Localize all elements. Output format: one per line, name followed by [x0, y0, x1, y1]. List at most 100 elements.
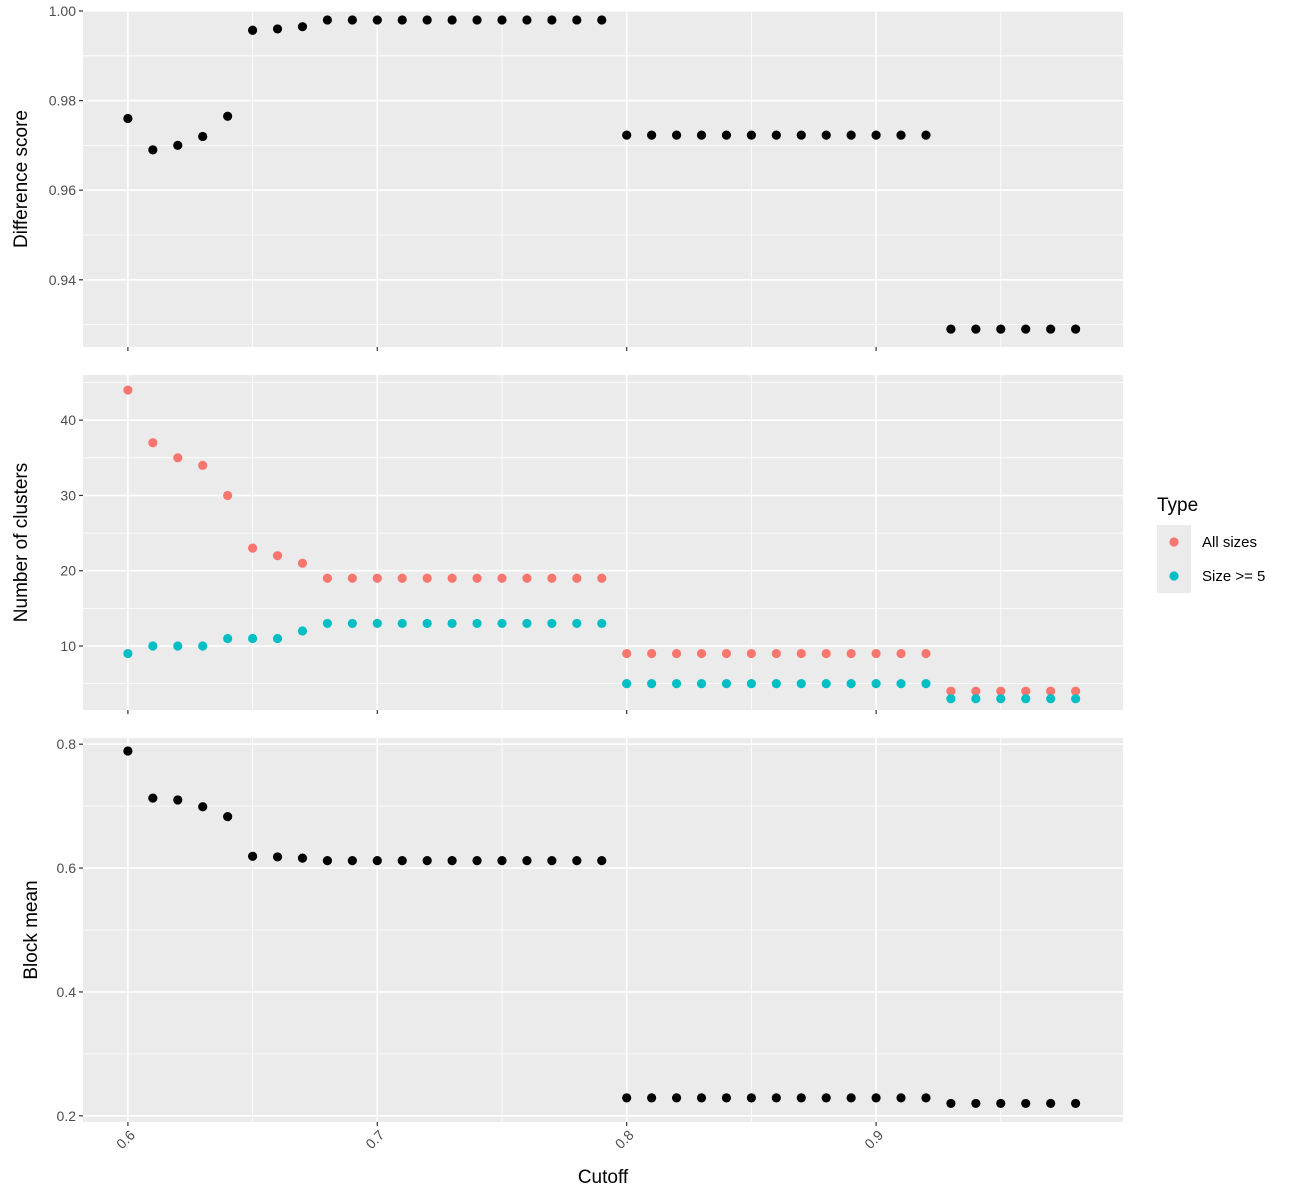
data-point — [846, 130, 856, 140]
data-point — [397, 856, 407, 866]
data-point — [746, 648, 756, 659]
data-point — [372, 15, 382, 25]
data-point — [1071, 686, 1081, 696]
panel-background — [83, 11, 1123, 347]
data-point — [971, 694, 981, 704]
data-point — [272, 24, 283, 34]
data-point — [622, 1093, 632, 1103]
data-point — [721, 648, 732, 659]
data-point — [1021, 694, 1031, 704]
data-point — [946, 686, 956, 696]
data-point — [597, 573, 607, 583]
legend: Type All sizes Size >= 5 — [1157, 495, 1265, 593]
data-point — [796, 130, 806, 140]
data-point — [173, 453, 183, 463]
legend-key-marker — [1169, 537, 1179, 547]
data-point — [572, 573, 582, 583]
data-point — [622, 130, 632, 140]
data-point — [597, 15, 607, 25]
data-point — [247, 851, 258, 861]
data-point — [148, 641, 158, 651]
data-point — [223, 111, 233, 121]
data-point — [372, 618, 382, 629]
data-point — [123, 113, 133, 124]
data-point — [846, 1093, 856, 1103]
data-point — [821, 1093, 831, 1103]
data-point — [522, 573, 532, 583]
panel-3 — [83, 738, 1123, 1122]
axes-group: 0.94 0.96 0.98 1.00 Difference score 10 20 30 40… — [11, 3, 886, 1188]
y-axis-title: Number of clusters — [11, 463, 32, 622]
data-point — [921, 130, 931, 140]
data-point — [223, 633, 233, 644]
y-tick-label: 0.6 — [57, 860, 77, 876]
data-point — [671, 130, 682, 140]
data-point — [846, 648, 856, 659]
data-point — [821, 648, 831, 659]
data-point — [1071, 694, 1081, 704]
data-point — [447, 573, 457, 583]
data-point — [247, 543, 258, 553]
data-point — [422, 15, 432, 25]
data-point — [622, 679, 632, 689]
data-point — [198, 131, 208, 142]
data-point — [247, 25, 258, 35]
data-point — [796, 648, 806, 659]
data-point — [123, 648, 133, 659]
data-point — [1071, 1098, 1081, 1109]
data-point — [173, 641, 183, 651]
data-point — [372, 573, 382, 583]
data-point — [1021, 1098, 1031, 1109]
y-axis-title: Difference score — [11, 110, 32, 248]
data-point — [771, 648, 781, 659]
series-size-5 — [123, 618, 1081, 704]
data-point — [696, 679, 707, 689]
data-point — [696, 130, 707, 140]
data-point — [771, 679, 781, 689]
data-point — [971, 324, 981, 334]
data-point — [896, 1093, 906, 1103]
data-point — [472, 618, 482, 629]
y-axis-title: Block mean — [21, 880, 42, 979]
data-point — [497, 618, 507, 629]
data-point — [223, 812, 233, 822]
x-axis-title: Cutoff — [578, 1167, 629, 1188]
data-point — [647, 130, 657, 140]
legend-title: Type — [1157, 495, 1198, 516]
data-point — [946, 1098, 956, 1109]
data-point — [597, 856, 607, 866]
data-point — [671, 679, 682, 689]
data-point — [472, 15, 482, 25]
panel-2 — [83, 375, 1123, 710]
data-point — [547, 856, 557, 866]
data-point — [322, 15, 333, 25]
series-points — [123, 15, 1081, 334]
data-point — [597, 618, 607, 629]
data-point — [1046, 324, 1056, 334]
data-point — [971, 1098, 981, 1109]
data-point — [746, 1093, 756, 1103]
x-tick-label: 0.8 — [612, 1127, 637, 1152]
data-point — [447, 15, 457, 25]
data-point — [696, 648, 707, 659]
data-point — [198, 460, 208, 470]
data-point — [821, 130, 831, 140]
data-point — [871, 648, 881, 659]
series-all-sizes — [123, 385, 1081, 696]
data-point — [148, 438, 158, 448]
data-point — [472, 573, 482, 583]
data-point — [1046, 686, 1056, 696]
data-point — [921, 1093, 931, 1103]
data-point — [746, 679, 756, 689]
data-point — [272, 551, 283, 561]
legend-key-marker — [1169, 571, 1179, 581]
data-point — [721, 1093, 732, 1103]
data-point — [297, 22, 308, 32]
data-point — [1021, 324, 1031, 334]
data-point — [372, 856, 382, 866]
y-tick-label: 0.4 — [57, 984, 77, 1000]
data-point — [148, 145, 158, 155]
data-point — [322, 856, 333, 866]
data-point — [996, 694, 1006, 704]
data-point — [547, 618, 557, 629]
